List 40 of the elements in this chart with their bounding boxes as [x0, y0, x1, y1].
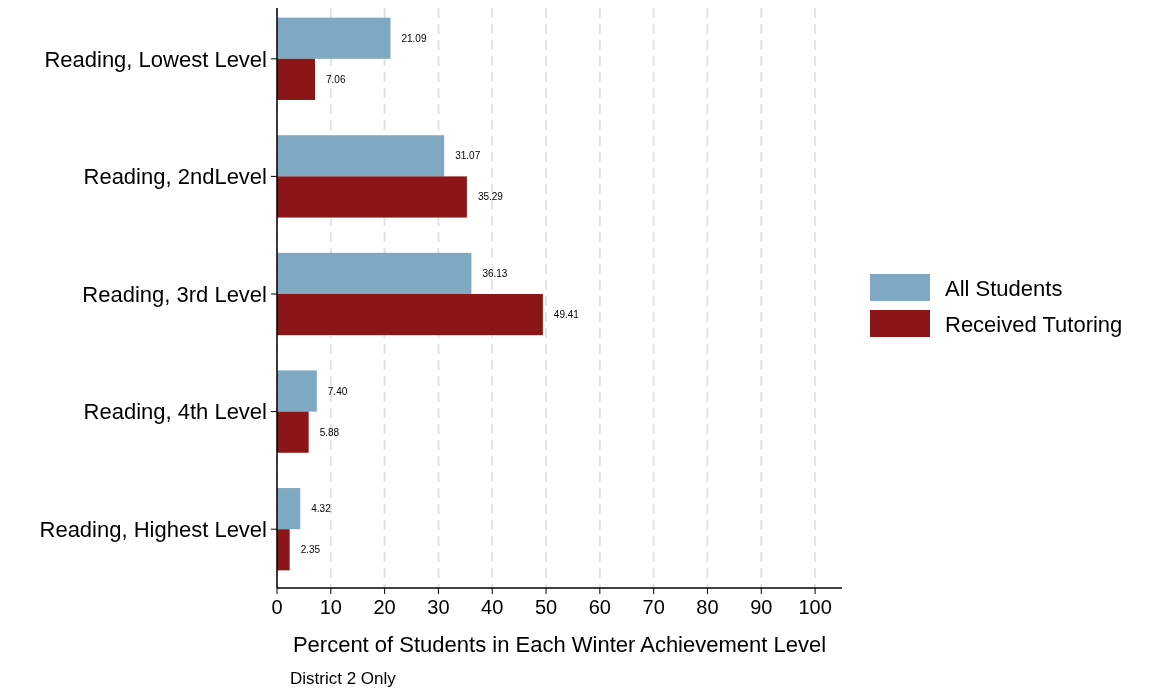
data-label: 36.13 — [482, 267, 508, 279]
bar — [277, 17, 391, 59]
data-label: 49.41 — [553, 309, 580, 321]
y-tick-label: Reading, Highest Level — [39, 516, 267, 542]
data-label: 7.06 — [325, 73, 346, 85]
y-tick-label: Reading, Lowest Level — [44, 46, 267, 72]
bar — [277, 135, 445, 177]
bar — [277, 488, 301, 530]
bar — [277, 370, 317, 412]
data-label: 5.88 — [319, 426, 340, 438]
data-label: 4.32 — [311, 503, 332, 515]
x-tick-label: 50 — [534, 596, 558, 618]
y-tick-label: Reading, 2ndLevel — [83, 164, 267, 190]
x-tick-label: 90 — [750, 596, 773, 618]
bar — [277, 294, 543, 336]
x-tick-label: 70 — [642, 596, 665, 618]
data-label: 21.09 — [401, 32, 427, 44]
bar — [277, 529, 290, 571]
x-tick-label: 30 — [427, 596, 450, 618]
legend-label: All Students — [945, 275, 1063, 301]
bar — [277, 252, 472, 294]
y-tick-label: Reading, 4th Level — [83, 399, 267, 425]
x-tick-label: 20 — [373, 596, 396, 618]
x-axis-title: Percent of Students in Each Winter Achievement Level — [292, 632, 827, 657]
data-label: 31.07 — [455, 150, 481, 162]
x-tick-label: 60 — [588, 596, 611, 618]
bar — [277, 58, 315, 100]
x-tick-label: 80 — [696, 596, 719, 618]
bar — [277, 411, 309, 453]
data-label: 35.29 — [477, 191, 504, 203]
y-tick-label: Reading, 3rd Level — [82, 281, 267, 307]
x-tick-label: 0 — [271, 596, 283, 618]
text: District 2 Only — [290, 669, 397, 688]
data-label: 7.40 — [327, 385, 348, 397]
bar — [277, 176, 467, 218]
legend-label: Received Tutoring — [945, 311, 1123, 337]
x-tick-label: 100 — [798, 596, 832, 618]
x-tick-label: 40 — [481, 596, 504, 618]
x-tick-label: 10 — [319, 596, 342, 618]
data-label: 2.35 — [300, 544, 321, 556]
